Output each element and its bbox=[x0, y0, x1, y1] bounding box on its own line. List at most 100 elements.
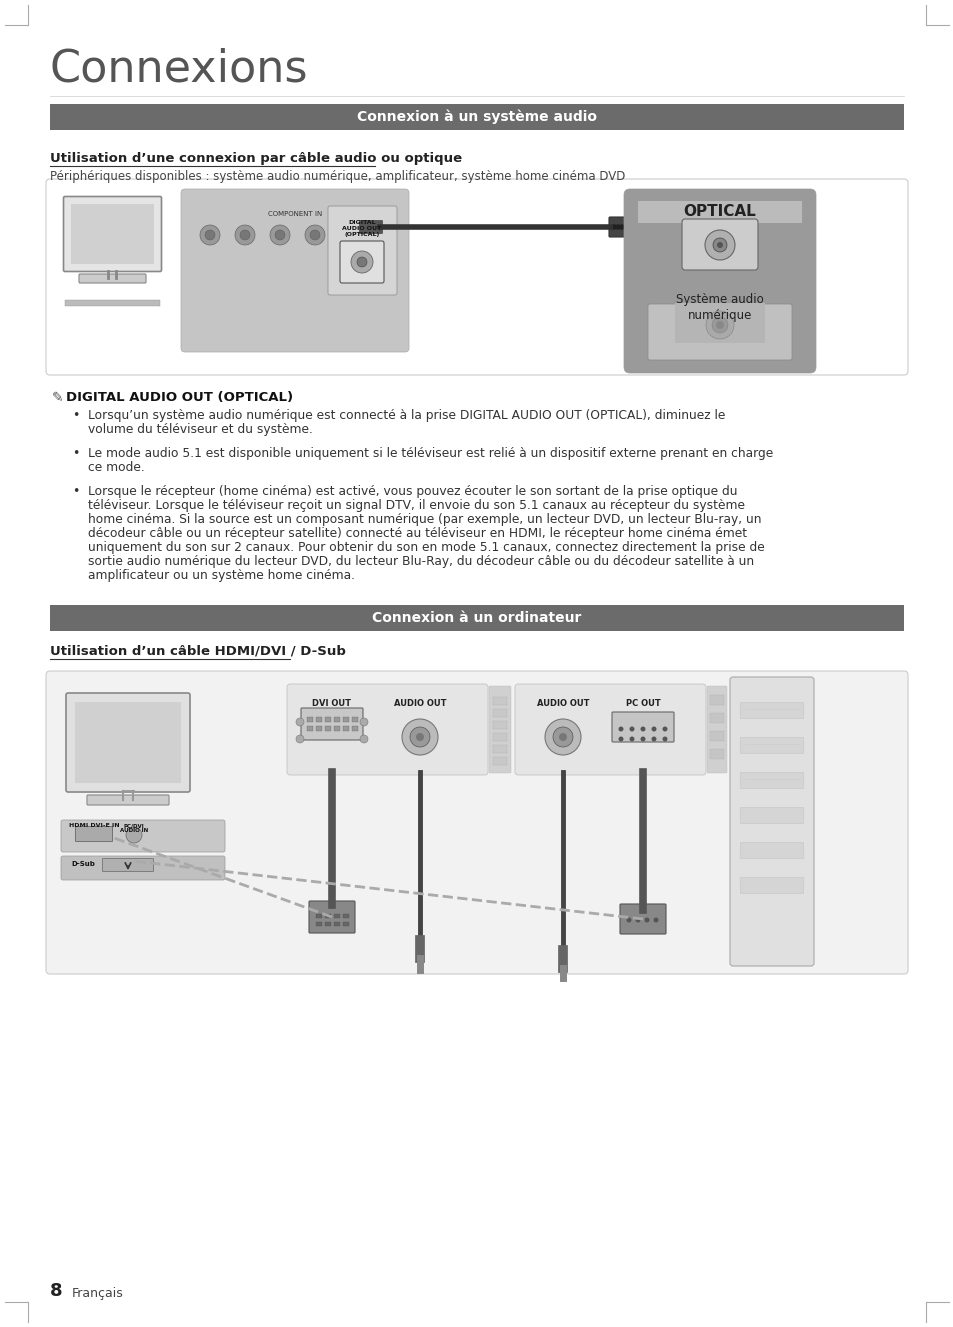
Circle shape bbox=[705, 311, 733, 338]
FancyBboxPatch shape bbox=[681, 219, 758, 269]
Circle shape bbox=[629, 726, 634, 731]
Circle shape bbox=[126, 827, 142, 843]
Circle shape bbox=[626, 917, 631, 922]
Circle shape bbox=[416, 733, 423, 740]
Text: home cinéma. Si la source est un composant numérique (par exemple, un lecteur DV: home cinéma. Si la source est un composa… bbox=[88, 514, 760, 525]
Circle shape bbox=[234, 226, 254, 245]
Text: DIGITAL
AUDIO OUT
(OPTICAL): DIGITAL AUDIO OUT (OPTICAL) bbox=[342, 220, 381, 236]
Circle shape bbox=[310, 230, 319, 240]
Circle shape bbox=[618, 736, 623, 742]
Bar bbox=[493, 744, 506, 752]
Circle shape bbox=[716, 321, 723, 329]
Circle shape bbox=[205, 230, 214, 240]
FancyBboxPatch shape bbox=[61, 820, 225, 852]
FancyBboxPatch shape bbox=[301, 709, 363, 740]
Text: Français: Français bbox=[71, 1287, 124, 1300]
Text: Connexion à un système audio: Connexion à un système audio bbox=[356, 110, 597, 125]
Circle shape bbox=[359, 718, 368, 726]
FancyBboxPatch shape bbox=[46, 671, 907, 974]
Circle shape bbox=[351, 251, 373, 273]
FancyBboxPatch shape bbox=[287, 683, 488, 775]
Bar bbox=[709, 748, 723, 759]
Circle shape bbox=[553, 727, 573, 747]
FancyBboxPatch shape bbox=[61, 856, 225, 880]
Bar bbox=[325, 717, 331, 722]
Bar bbox=[493, 733, 506, 740]
Circle shape bbox=[623, 224, 628, 230]
Text: ✎: ✎ bbox=[52, 391, 64, 405]
FancyBboxPatch shape bbox=[339, 242, 384, 283]
Circle shape bbox=[410, 727, 430, 747]
FancyBboxPatch shape bbox=[309, 901, 355, 933]
Text: Utilisation d’un câble HDMI/DVI / D-Sub: Utilisation d’un câble HDMI/DVI / D-Sub bbox=[50, 645, 346, 658]
Bar bbox=[71, 204, 153, 264]
Text: décodeur câble ou un récepteur satellite) connecté au téléviseur en HDMI, le réc: décodeur câble ou un récepteur satellite… bbox=[88, 527, 746, 540]
Text: OPTICAL: OPTICAL bbox=[683, 204, 756, 219]
FancyBboxPatch shape bbox=[87, 795, 169, 805]
Bar bbox=[343, 717, 349, 722]
Bar bbox=[493, 697, 506, 705]
FancyBboxPatch shape bbox=[66, 693, 190, 792]
Text: HDMI DVI-E IN: HDMI DVI-E IN bbox=[69, 823, 119, 828]
Text: AUDIO OUT: AUDIO OUT bbox=[394, 699, 446, 709]
Text: Lorsque le récepteur (home cinéma) est activé, vous pouvez écouter le son sortan: Lorsque le récepteur (home cinéma) est a… bbox=[88, 484, 737, 498]
FancyBboxPatch shape bbox=[740, 702, 802, 718]
Circle shape bbox=[305, 226, 325, 245]
Circle shape bbox=[544, 719, 580, 755]
Bar bbox=[315, 914, 322, 918]
Text: •: • bbox=[71, 409, 79, 422]
Text: ce mode.: ce mode. bbox=[88, 460, 145, 474]
FancyBboxPatch shape bbox=[75, 827, 112, 841]
Circle shape bbox=[359, 735, 368, 743]
Circle shape bbox=[295, 735, 304, 743]
Bar bbox=[50, 104, 903, 130]
Text: DVI OUT: DVI OUT bbox=[313, 699, 351, 709]
Text: •: • bbox=[71, 484, 79, 498]
Text: COMPONENT IN: COMPONENT IN bbox=[268, 211, 322, 218]
FancyBboxPatch shape bbox=[706, 686, 726, 774]
FancyBboxPatch shape bbox=[740, 843, 802, 859]
Text: téléviseur. Lorsque le téléviseur reçoit un signal DTV, il envoie du son 5.1 can: téléviseur. Lorsque le téléviseur reçoit… bbox=[88, 499, 744, 512]
Text: DIGITAL AUDIO OUT (OPTICAL): DIGITAL AUDIO OUT (OPTICAL) bbox=[66, 391, 293, 403]
Text: Périphériques disponibles : système audio numérique, amplificateur, système home: Périphériques disponibles : système audi… bbox=[50, 170, 625, 183]
Text: amplificateur ou un système home cinéma.: amplificateur ou un système home cinéma. bbox=[88, 569, 355, 583]
Text: 8: 8 bbox=[50, 1282, 63, 1300]
Bar bbox=[315, 922, 322, 926]
Bar bbox=[325, 914, 331, 918]
Bar bbox=[352, 717, 357, 722]
FancyBboxPatch shape bbox=[619, 904, 665, 934]
FancyBboxPatch shape bbox=[64, 196, 161, 272]
FancyBboxPatch shape bbox=[647, 304, 791, 360]
Bar bbox=[307, 726, 313, 731]
Bar bbox=[65, 300, 160, 307]
FancyBboxPatch shape bbox=[608, 218, 628, 238]
Text: PC OUT: PC OUT bbox=[625, 699, 659, 709]
Bar bbox=[334, 726, 339, 731]
Bar bbox=[709, 713, 723, 723]
Circle shape bbox=[618, 726, 623, 731]
FancyBboxPatch shape bbox=[740, 808, 802, 824]
Circle shape bbox=[401, 719, 437, 755]
Text: D-Sub: D-Sub bbox=[71, 861, 95, 867]
Bar bbox=[343, 726, 349, 731]
FancyBboxPatch shape bbox=[612, 713, 673, 742]
Circle shape bbox=[661, 736, 667, 742]
Text: sortie audio numérique du lecteur DVD, du lecteur Blu-Ray, du décodeur câble ou : sortie audio numérique du lecteur DVD, d… bbox=[88, 555, 753, 568]
FancyBboxPatch shape bbox=[740, 772, 802, 788]
Circle shape bbox=[240, 230, 250, 240]
Circle shape bbox=[200, 226, 220, 245]
FancyBboxPatch shape bbox=[729, 677, 813, 966]
Text: Le mode audio 5.1 est disponible uniquement si le téléviseur est relié à un disp: Le mode audio 5.1 est disponible uniquem… bbox=[88, 447, 773, 460]
Bar bbox=[493, 709, 506, 717]
Text: volume du téléviseur et du système.: volume du téléviseur et du système. bbox=[88, 423, 313, 437]
Bar bbox=[493, 721, 506, 729]
Bar bbox=[75, 702, 181, 783]
Circle shape bbox=[295, 718, 304, 726]
FancyBboxPatch shape bbox=[740, 877, 802, 893]
FancyBboxPatch shape bbox=[79, 273, 146, 283]
Circle shape bbox=[356, 257, 367, 267]
Circle shape bbox=[653, 917, 658, 922]
Bar bbox=[325, 726, 331, 731]
Circle shape bbox=[644, 917, 649, 922]
Circle shape bbox=[711, 317, 727, 333]
